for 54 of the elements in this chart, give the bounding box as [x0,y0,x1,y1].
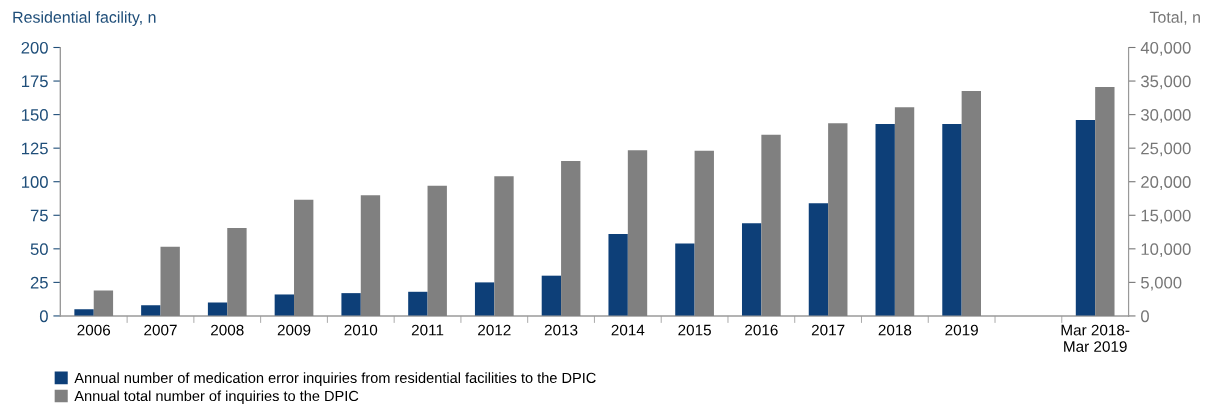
y-tick-label: 50 [30,243,48,256]
x-tick-label: 2007 [144,324,177,336]
y2-tick-label: 30,000 [1140,109,1191,123]
y-tick-label: 100 [22,176,48,188]
x-tick-label: 2013 [544,324,578,336]
y-tick-label: 150 [22,109,48,121]
bar [294,199,314,316]
y2-tick-label: 35,000 [1140,75,1191,90]
bar [227,228,247,316]
y2-tick-label: 25,000 [1141,142,1191,157]
bar [274,294,295,316]
x-tick-label: 2008 [211,324,244,336]
y2-tick-label: 20,000 [1141,176,1191,190]
y2-axis-title: Total, n [1149,11,1200,25]
y-axis-title: Residential facility, n [13,11,156,27]
bar [93,290,114,316]
x-tick-label: 2017 [811,324,845,336]
x-tick-label: 2014 [611,324,645,336]
bar [541,275,562,316]
y-tick-label: 25 [30,276,48,289]
bar [694,150,714,316]
bar [341,293,361,316]
y-tick-label: 200 [21,41,48,54]
y2-tick-label: 40,000 [1140,41,1191,56]
x-tick-label: Mar 2018- Mar 2019 [1061,324,1130,352]
y-tick-label: 0 [39,310,48,323]
x-tick-label: 2012 [478,324,511,336]
x-tick-label: 2010 [344,324,378,336]
bar [627,150,648,316]
x-tick-label: 2015 [678,324,711,336]
x-tick-label: 2009 [277,324,311,336]
y-tick-label: 125 [22,142,48,155]
y2-tick-label: 5,000 [1141,276,1182,291]
legend-label: Annual number of medication error inquiries from residential facilities to the DPIC [74,372,596,386]
bar [561,160,581,316]
x-tick-label: 2018 [878,324,912,336]
x-tick-label: 2016 [745,324,778,336]
y-tick-label: 75 [30,209,48,222]
x-tick-label: 2011 [411,324,444,336]
y-tick-label: 175 [22,75,48,88]
x-tick-label: 2019 [945,324,978,336]
legend-label: Annual total number of inquiries to the DPIC [74,390,359,405]
bar [74,309,94,316]
bar [427,185,447,316]
bar [474,282,495,316]
y2-tick-label: 0 [1141,310,1149,323]
bar [141,305,161,316]
bar [408,291,428,316]
bar [160,246,180,316]
bar [360,195,381,316]
y2-tick-label: 15,000 [1141,209,1191,224]
x-tick-label: 2006 [77,324,111,336]
bar [494,176,514,316]
y2-tick-label: 10,000 [1141,243,1191,257]
